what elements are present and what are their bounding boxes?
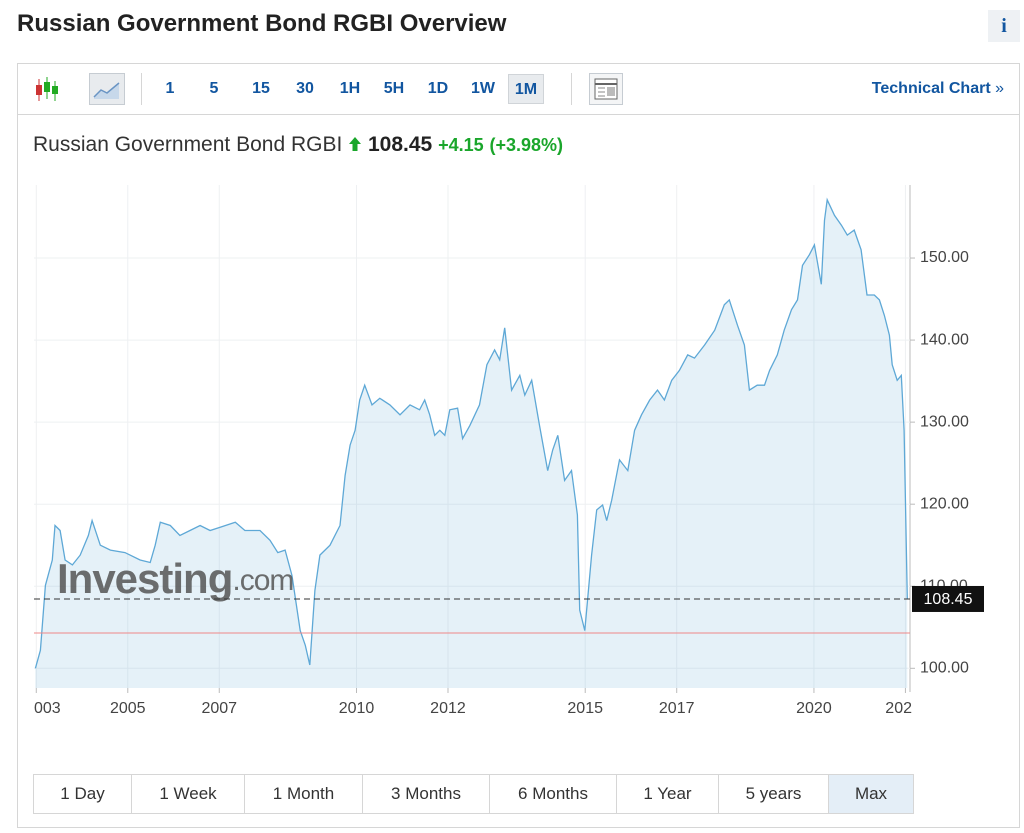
x-tick-label: 003 <box>34 700 61 717</box>
separator <box>571 73 572 105</box>
range-button[interactable]: 5 years <box>719 775 829 813</box>
y-tick-label: 150.00 <box>920 249 969 266</box>
up-arrow <box>349 137 362 151</box>
area-chart-icon[interactable] <box>89 73 125 105</box>
change: +4.15 <box>438 135 484 155</box>
x-tick-label: 2020 <box>796 700 832 717</box>
quote-line: Russian Government Bond RGBI 108.45 +4.1… <box>33 133 563 157</box>
interval-button[interactable]: 30 <box>296 80 314 97</box>
link-text: Technical Chart <box>871 80 991 97</box>
range-button[interactable]: 1 Month <box>245 775 363 813</box>
candlestick-icon[interactable] <box>31 75 63 105</box>
instrument-name: Russian Government Bond RGBI <box>33 133 343 156</box>
interval-button[interactable]: 1W <box>471 80 495 97</box>
price-tag <box>912 585 984 612</box>
range-button[interactable]: 3 Months <box>363 775 490 813</box>
area-fill <box>35 199 908 689</box>
range-button[interactable]: 1 Day <box>34 775 132 813</box>
link-arrow: » <box>995 80 1004 97</box>
separator <box>141 73 142 105</box>
technical-chart-link[interactable]: Technical Chart » <box>872 74 1004 104</box>
info-button[interactable]: i <box>988 10 1020 42</box>
x-tick-label: 202 <box>885 700 912 717</box>
range-selector: 1 Day 1 Week 1 Month 3 Months 6 Months 1 Year… <box>33 774 914 814</box>
y-tick-label: 100.00 <box>920 660 969 677</box>
x-tick-label: 2012 <box>430 700 466 717</box>
price: 108.45 <box>368 133 433 156</box>
interval-button[interactable]: 1H <box>339 80 361 97</box>
y-tick-label: 140.00 <box>920 331 969 348</box>
y-tick-label: 130.00 <box>920 413 969 430</box>
y-tick-label: 120.00 <box>920 495 969 512</box>
interval-button[interactable]: 5H <box>383 80 405 97</box>
watermark-suffix: .com <box>232 564 293 597</box>
x-tick-label: 2015 <box>567 700 603 717</box>
interval-button[interactable]: 5 <box>209 80 219 97</box>
range-button[interactable]: Max <box>829 775 913 813</box>
interval-button[interactable]: 1M <box>508 74 544 104</box>
table-icon[interactable] <box>589 73 623 105</box>
change-percent: (+3.98%) <box>489 135 564 155</box>
x-tick-label: 2010 <box>339 700 375 717</box>
interval-button[interactable]: 15 <box>252 80 270 97</box>
toolbar: Technical Chart » 1 5 15 30 1H 5H 1D 1W 1M <box>17 63 1020 115</box>
interval-button[interactable]: 1 <box>165 80 175 97</box>
x-tick-label: 2007 <box>201 700 237 717</box>
chart-panel <box>17 63 1020 828</box>
range-button[interactable]: 1 Week <box>132 775 245 813</box>
range-button[interactable]: 6 Months <box>490 775 617 813</box>
chart: 100.00110.00120.00130.00140.00150.000032… <box>34 185 984 717</box>
watermark: Investing.com <box>57 555 293 602</box>
price-line <box>34 197 908 669</box>
price-tag-label: 108.45 <box>924 591 973 608</box>
x-tick-label: 2017 <box>659 700 695 717</box>
range-button[interactable]: 1 Year <box>617 775 719 813</box>
page-title: Russian Government Bond RGBI Overview <box>17 10 507 37</box>
watermark-brand: Investing <box>57 555 232 602</box>
interval-button[interactable]: 1D <box>427 80 449 97</box>
x-tick-label: 2005 <box>110 700 146 717</box>
